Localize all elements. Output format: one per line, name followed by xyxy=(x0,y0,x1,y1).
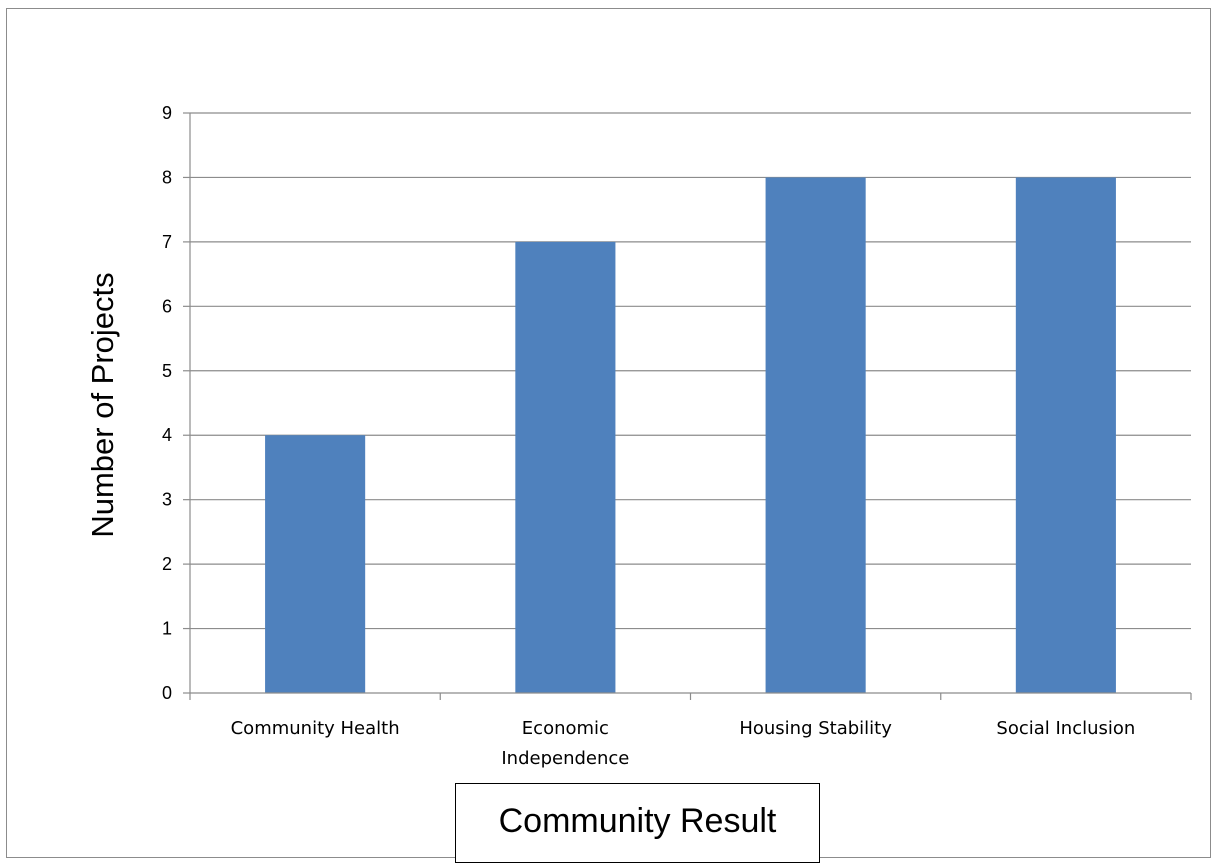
axes xyxy=(183,112,1192,700)
x-category-label: Social Inclusion xyxy=(996,718,1135,739)
bar xyxy=(515,241,616,693)
y-tick-label: 3 xyxy=(162,490,172,510)
x-category-labels: Community Health Economic Independence Hous… xyxy=(231,718,1136,769)
x-category-label: Economic Independence xyxy=(501,718,629,769)
y-tick-label: 0 xyxy=(162,683,172,703)
bar xyxy=(765,177,866,693)
x-category-label: Housing Stability xyxy=(739,718,892,739)
y-tick-label: 2 xyxy=(162,554,172,574)
y-tick-label: 1 xyxy=(162,619,172,639)
x-category-label: Community Health xyxy=(231,718,400,739)
bar xyxy=(265,435,366,693)
y-tick-label: 6 xyxy=(162,296,172,316)
x-axis-title-box: Community Result xyxy=(455,783,820,863)
bars xyxy=(265,177,1116,693)
y-tick-label: 9 xyxy=(162,103,172,123)
bar xyxy=(1015,177,1116,693)
y-tick-label: 7 xyxy=(162,232,172,252)
y-tick-label: 4 xyxy=(162,425,172,445)
y-axis-title: Number of Projects xyxy=(85,272,120,537)
y-tick-labels: 0 1 2 3 4 5 6 7 8 9 xyxy=(162,103,172,703)
x-axis-title: Community Result xyxy=(498,802,777,840)
y-tick-label: 8 xyxy=(162,167,172,187)
y-tick-label: 5 xyxy=(162,361,172,381)
